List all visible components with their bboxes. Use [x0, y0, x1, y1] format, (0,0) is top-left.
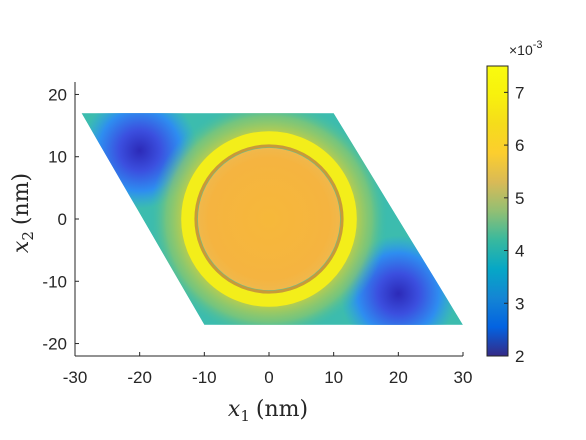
y-axis-label: x2(nm) — [9, 173, 37, 253]
heatmap-ring — [181, 131, 357, 307]
y-tick-label: -10 — [42, 272, 67, 291]
x-ticks: -30 -20 -10 0 10 20 30 — [63, 352, 473, 387]
colorbar-tick-label: 5 — [515, 189, 524, 208]
x-tick-label: 20 — [389, 368, 408, 387]
colorbar-ticks: 2 3 4 5 6 7 — [504, 83, 524, 366]
x-tick-label: 10 — [324, 368, 343, 387]
x-tick-label: -30 — [63, 368, 88, 387]
colorbar-tick-label: 7 — [515, 83, 524, 102]
x-tick-label: -20 — [127, 368, 152, 387]
colorbar-tick-label: 2 — [515, 347, 524, 366]
x-tick-label: 0 — [264, 368, 273, 387]
colorbar-tick-label: 6 — [515, 136, 524, 155]
x-axis-label: x1 (nm) — [228, 397, 308, 425]
colorbar-tick-label: 4 — [515, 242, 524, 261]
x-tick-label: -10 — [192, 368, 217, 387]
y-tick-label: 10 — [48, 148, 67, 167]
y-ticks: -20 -10 0 10 20 — [42, 85, 79, 354]
heatmap-field — [81, 113, 463, 325]
axes: -30 -20 -10 0 10 20 30 -20 -10 0 10 20 — [42, 82, 472, 387]
x-tick-label: 30 — [454, 368, 473, 387]
colorbar-gradient — [486, 65, 509, 357]
heatmap-disk — [197, 147, 341, 291]
colorbar-tick-label: 3 — [515, 294, 524, 313]
plot-area — [81, 113, 463, 325]
colorbar: 2 3 4 5 6 7 ×10-3 — [486, 39, 543, 366]
y-tick-label: 0 — [58, 210, 67, 229]
heatmap-ring-edge — [194, 144, 344, 294]
y-tick-label: -20 — [42, 335, 67, 354]
colorbar-multiplier: ×10-3 — [509, 39, 543, 58]
y-tick-label: 20 — [48, 85, 67, 104]
